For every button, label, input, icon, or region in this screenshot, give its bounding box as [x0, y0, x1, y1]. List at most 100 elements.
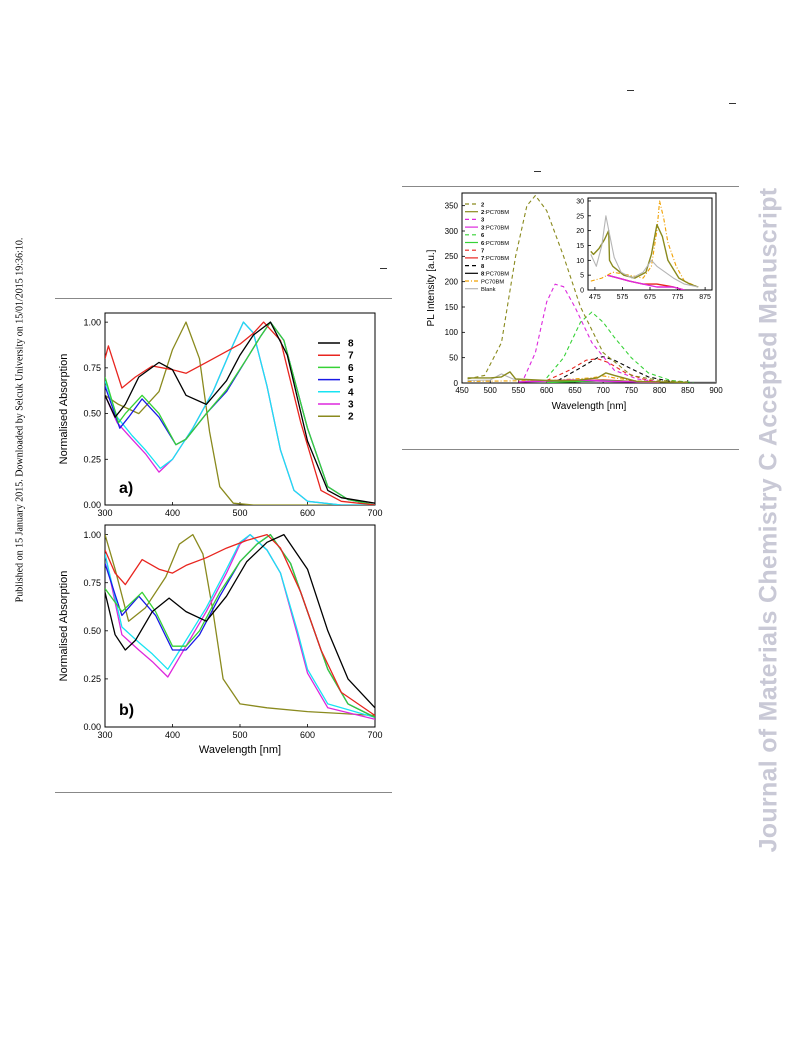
chart-a-series-7 — [105, 321, 375, 505]
chart-pl-legend-label: PC70BM — [481, 279, 504, 285]
chart-a-ytick-label: 0.75 — [83, 363, 101, 373]
chart-a-series-8 — [105, 321, 375, 504]
chart-b-plot: 300 400 500 600 700 0.00 0.25 0.50 0.75 1.00 Norma… — [58, 524, 383, 756]
chart-pl-series-7 — [546, 358, 660, 383]
chart-a-series-4 — [105, 321, 375, 505]
chart-a-ytick-label: 0.50 — [83, 409, 101, 419]
chart-pl-ytick-label: 250 — [445, 252, 459, 261]
chart-pl-legend-label: 2 — [481, 202, 484, 208]
chart-b-ytick-label: 0.50 — [83, 626, 101, 636]
chart-a-legend-label: 4 — [348, 387, 354, 398]
chart-a-legend-label: 5 — [348, 375, 354, 386]
chart-a-plot: 300 400 500 600 700 0.00 0.25 0.50 0.75 1.00 Norma… — [58, 312, 383, 518]
chart-a-series-2 — [105, 321, 375, 505]
chart-a-legend-label: 7 — [348, 351, 354, 362]
chart-pl-series-6 — [546, 311, 694, 383]
chart-pl-xtick-label: 550 — [512, 386, 526, 395]
chart-pl-xtick-label: 900 — [709, 386, 723, 395]
chart-b-xtick-label: 600 — [300, 730, 315, 740]
chart-pl-xlabel: Wavelength [nm] — [552, 401, 627, 412]
chart-pl-xtick-label: 700 — [596, 386, 610, 395]
chart-pl-ytick-label: 100 — [445, 328, 459, 337]
chart-pl-legend-label-num: 6 — [481, 241, 485, 247]
chart-pl-legend-label: 3 — [481, 218, 485, 224]
inset-ytick-label: 5 — [580, 273, 584, 280]
chart-pl-xtick-label: 500 — [484, 386, 498, 395]
chart-pl-series-8 — [557, 356, 671, 383]
chart-pl-xtick-label: 800 — [653, 386, 667, 395]
chart-b-ytick-label: 0.75 — [83, 578, 101, 588]
chart-b-xlabel: Wavelength [nm] — [199, 744, 281, 756]
chart-b-xtick-label: 300 — [97, 730, 112, 740]
chart-a-legend-label: 3 — [348, 400, 354, 411]
chart-pl-legend-label: 6 — [481, 233, 485, 239]
chart-a-panel-label: a) — [119, 480, 133, 497]
chart-pl-legend-label-rest: :PC70BM — [484, 210, 509, 216]
inset-series-Blank — [590, 215, 699, 288]
chart-b-series-7 — [105, 533, 375, 717]
chart-pl-legend-label-rest: :PC70BM — [484, 256, 509, 262]
chart-pl-legend-label-num: 3 — [481, 225, 485, 231]
top-rule-left — [55, 298, 392, 299]
chart-pl-legend-label-rest: :PC70BM — [484, 241, 509, 247]
inset-ytick-label: 25 — [576, 213, 584, 220]
chart-pl-legend-label: 6:PC70BM — [481, 241, 509, 247]
chart-a-legend-label: 6 — [348, 363, 354, 374]
chart-b-panel-label: b) — [119, 702, 134, 719]
chart-pl-xtick-label: 450 — [455, 386, 469, 395]
text-fragment-mark — [380, 268, 387, 269]
chart-a-ytick-label: 1.00 — [83, 317, 101, 327]
chart-pl-frame — [461, 192, 717, 384]
inset-series-PC70BM — [590, 200, 699, 288]
chart-b-series-8 — [105, 533, 375, 709]
chart-b-ytick-label: 0.25 — [83, 674, 101, 684]
chart-pl-ytick-label: 200 — [445, 277, 459, 286]
chart-pl-xtick-label: 650 — [568, 386, 582, 395]
inset-series-group — [590, 200, 699, 290]
chart-pl-xtick-label: 750 — [625, 386, 639, 395]
inset-xtick-label: 575 — [617, 294, 629, 301]
chart-b-series-4 — [105, 533, 375, 719]
inset-xtick-label: 875 — [699, 294, 711, 301]
chart-pl-legend-label-rest: :PC70BM — [484, 272, 509, 278]
chart-a-xtick-label: 500 — [232, 508, 247, 518]
chart-pl-series-2-PC70BM — [467, 371, 688, 383]
chart-b-series-2 — [105, 533, 375, 717]
chart-b-ylabel: Normalised Absorption — [58, 571, 70, 682]
chart-b-series-3 — [105, 533, 375, 720]
text-fragment-mark — [534, 171, 541, 172]
chart-pl-legend-label-rest: :PC70BM — [484, 225, 509, 231]
chart-pl-xtick-label: 600 — [540, 386, 554, 395]
chart-a-ytick-label: 0.00 — [83, 500, 101, 510]
chart-pl-xtick-label: 850 — [681, 386, 695, 395]
chart-pl-series-group — [467, 194, 716, 383]
chart-pl-plot: 450 500 550 600 650 700 750 800 850 9000501001502… — [426, 192, 723, 412]
chart-pl-ytick-label: 150 — [445, 303, 459, 312]
chart-a-series-6 — [105, 321, 375, 505]
chart-b-series-group — [105, 533, 375, 720]
chart-pl-ytick-label: 50 — [449, 353, 458, 362]
chart-pl-ytick-label: 350 — [445, 201, 459, 210]
top-rule-right — [402, 186, 739, 187]
bottom-rule-right — [402, 449, 739, 450]
text-fragment-mark — [729, 103, 736, 104]
chart-pl-legend-label: 7:PC70BM — [481, 256, 509, 262]
chart-pl-legend-label-num: 7 — [481, 256, 484, 262]
inset-plot: 475 575 675 775 875 0 5 10 15 20 25 30 — [576, 197, 713, 301]
chart-pl-legend-label: 3:PC70BM — [481, 225, 509, 231]
inset-xtick-label: 675 — [644, 294, 656, 301]
chart-a-series-group — [105, 321, 375, 505]
chart-a-xtick-label: 600 — [300, 508, 315, 518]
inset-background — [588, 198, 712, 290]
chart-pl-legend-label: Blank — [481, 287, 496, 293]
chart-a-xtick-label: 300 — [97, 508, 112, 518]
inset-ytick-label: 0 — [580, 287, 584, 294]
chart-pl-ylabel: PL Intensity [a.u.] — [426, 249, 437, 326]
chart-pl-ytick-label: 0 — [454, 379, 459, 388]
inset-series-3-PC70BM — [607, 274, 685, 290]
chart-pl-legend-label: 7 — [481, 249, 484, 255]
chart-b-xtick-label: 700 — [367, 730, 382, 740]
chart-pl-series-3 — [523, 283, 660, 383]
